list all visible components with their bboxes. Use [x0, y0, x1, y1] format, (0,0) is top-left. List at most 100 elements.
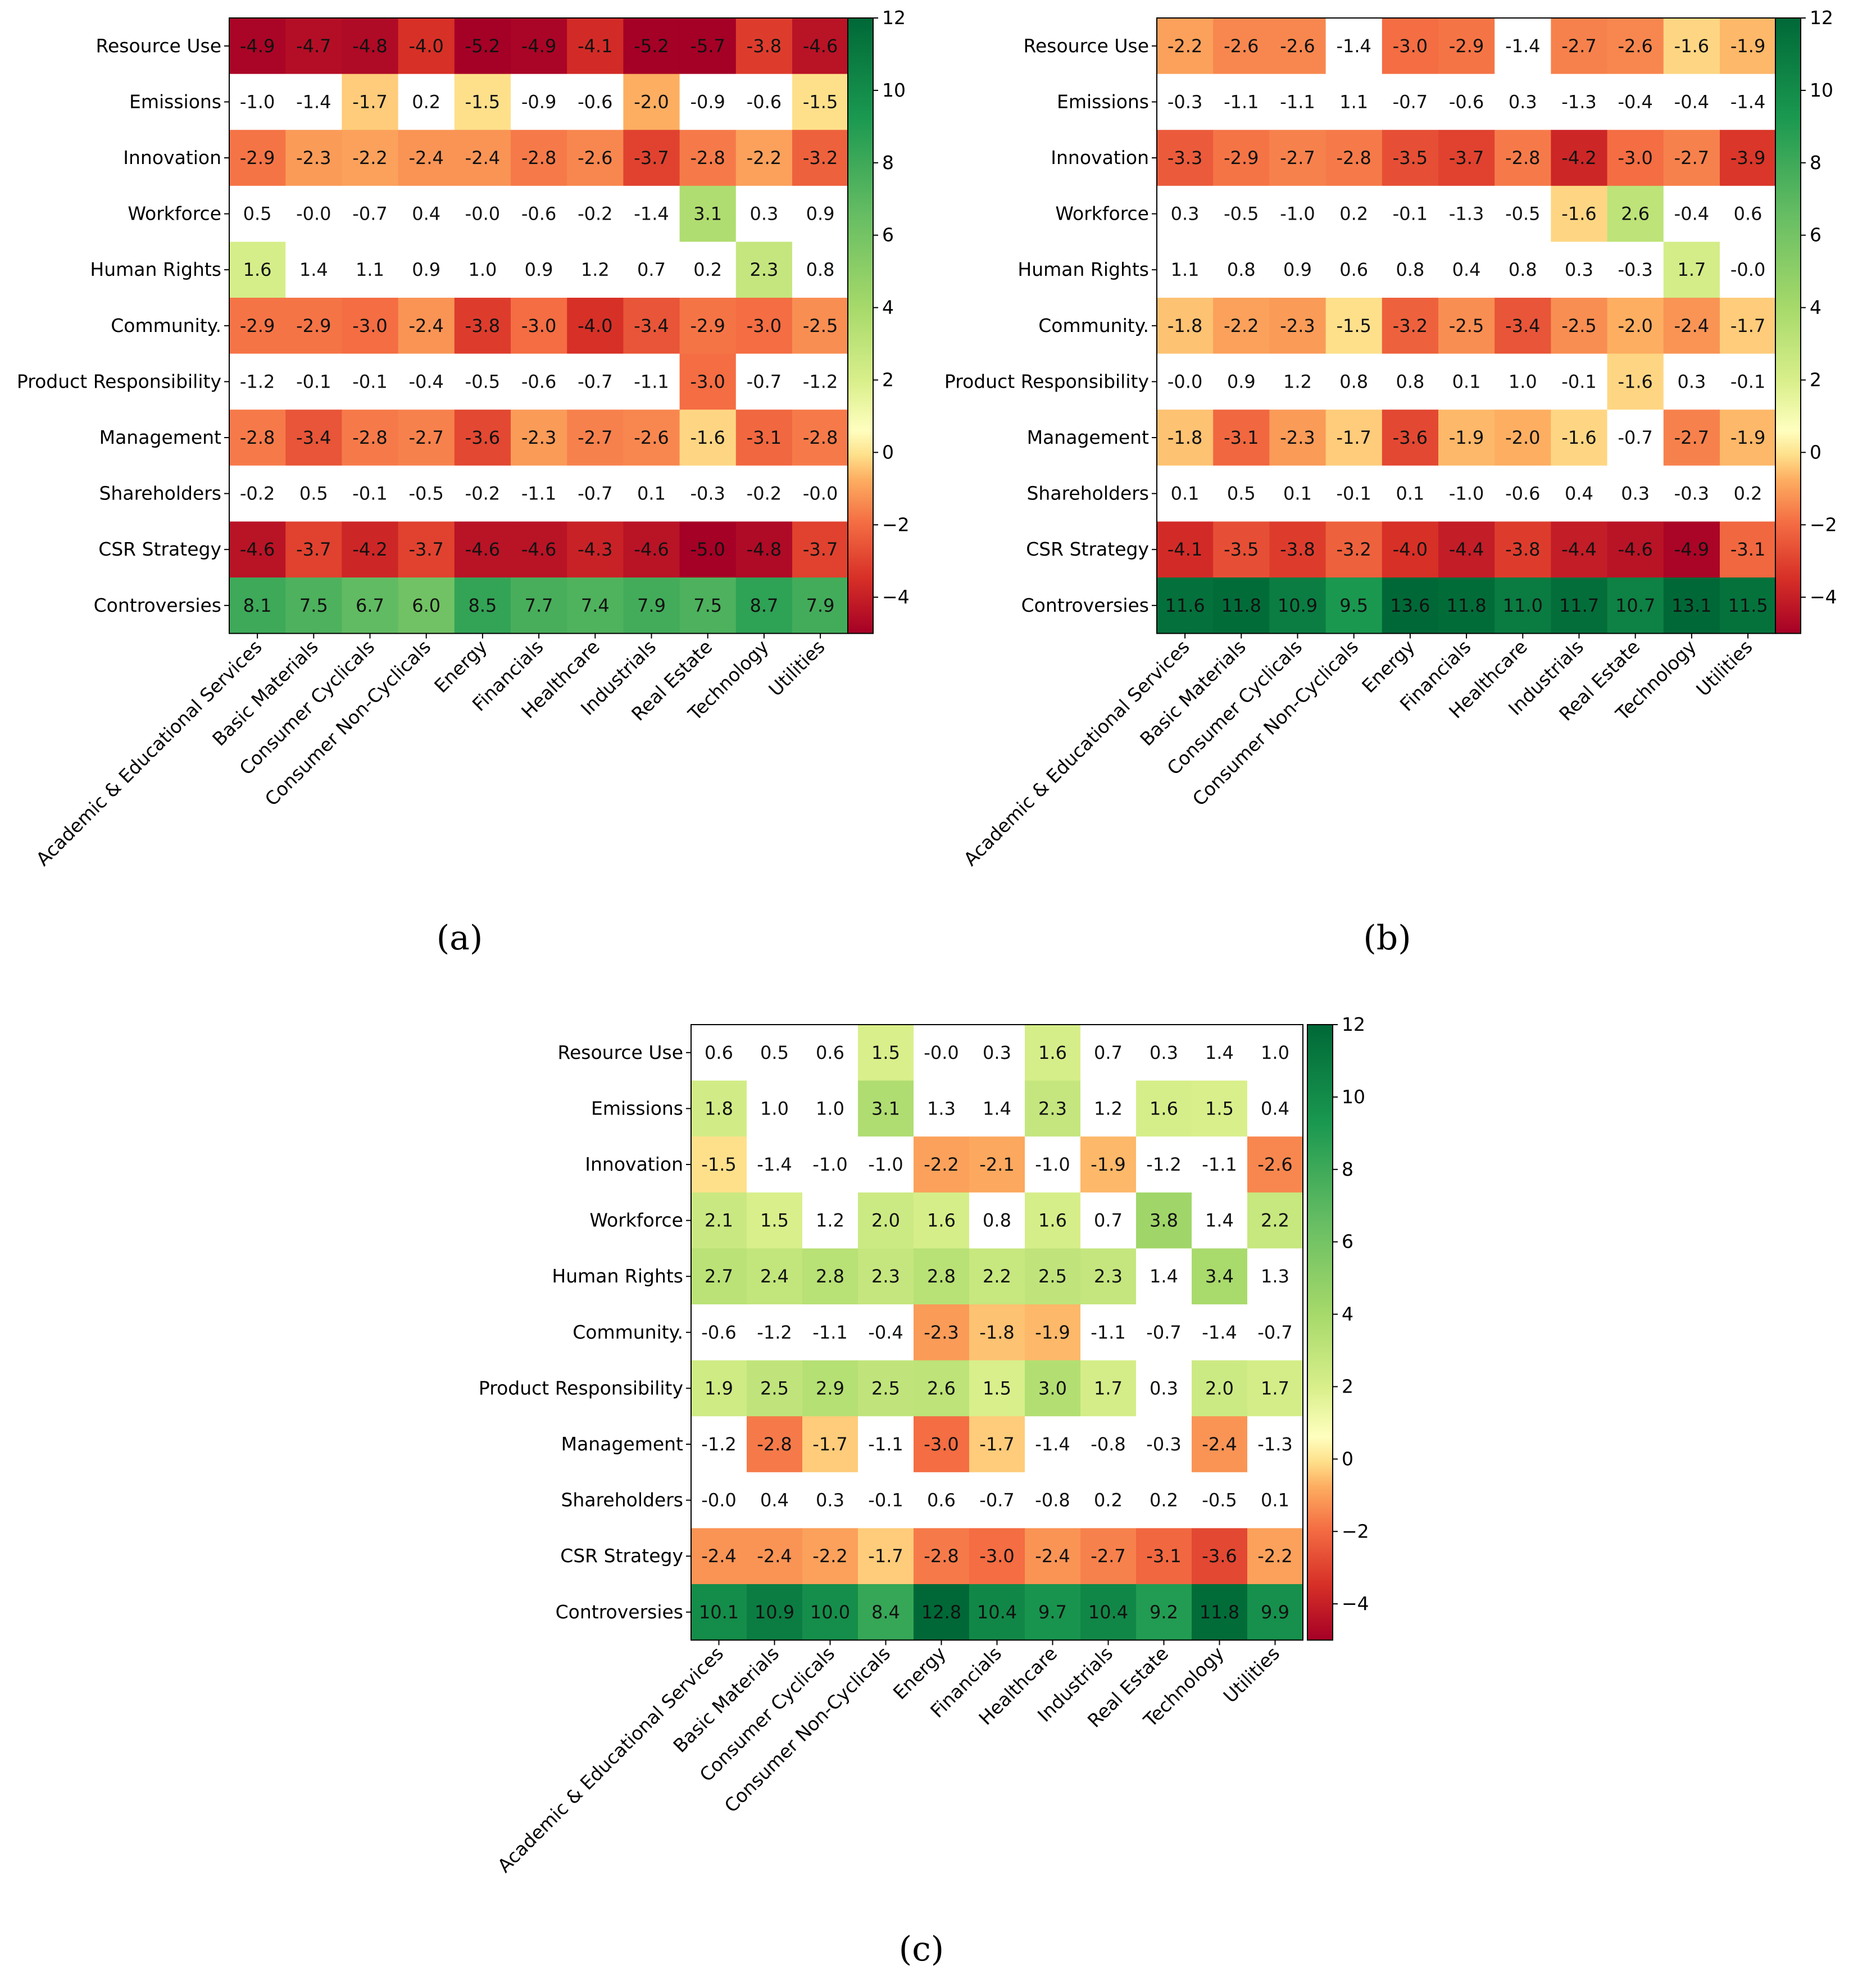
cell-value-label: 7.9: [637, 595, 666, 616]
heatmap-cell: [1025, 1584, 1081, 1641]
row-label: Human Rights: [1017, 258, 1149, 280]
heatmap-cell: [1494, 130, 1551, 186]
heatmap-cell: [691, 1416, 747, 1473]
row-label: Management: [1027, 426, 1149, 448]
heatmap-cell: [1025, 1360, 1081, 1417]
cell-value-label: -0.4: [408, 371, 443, 392]
heatmap-cell: [1382, 577, 1439, 634]
heatmap-cell: [1325, 242, 1383, 298]
cell-value-label: 1.3: [927, 1098, 956, 1119]
cell-value-label: -0.1: [868, 1490, 903, 1511]
cell-value-label: -1.1: [868, 1434, 903, 1455]
row-label: Controversies: [556, 1601, 683, 1623]
cell-value-label: -2.4: [408, 315, 443, 336]
heatmap-cell: [398, 18, 455, 75]
cell-value-label: 1.4: [983, 1098, 1011, 1119]
heatmap-cell: [1136, 1360, 1192, 1417]
row-label: Resource Use: [1024, 35, 1149, 57]
cell-value-label: -1.0: [1449, 483, 1484, 504]
heatmap-cell: [1607, 74, 1664, 130]
colorbar-tick-label: 6: [1810, 224, 1821, 246]
cell-value-label: 9.5: [1339, 595, 1368, 616]
colorbar: [847, 17, 874, 634]
heatmap-cell: [1157, 185, 1214, 242]
heatmap-cell: [914, 1136, 970, 1193]
heatmap-cell: [398, 353, 455, 410]
heatmap-cell: [1325, 18, 1383, 75]
heatmap-cell: [792, 465, 849, 522]
cell-value-label: -1.5: [803, 91, 838, 112]
cell-value-label: 2.5: [1038, 1266, 1067, 1287]
colorbar-tick-label: 12: [882, 7, 906, 29]
cell-value-label: 0.8: [806, 259, 835, 280]
heatmap-cell: [1269, 465, 1327, 522]
cell-value-label: -2.7: [408, 427, 443, 448]
cell-value-label: -0.5: [408, 483, 443, 504]
cell-value-label: -2.0: [634, 91, 669, 112]
heatmap-cell: [1663, 521, 1720, 578]
cell-value-label: 0.3: [1621, 483, 1650, 504]
cell-value-label: -0.8: [1091, 1434, 1125, 1455]
heatmap-cell: [679, 242, 737, 298]
cell-value-label: 10.9: [755, 1602, 794, 1623]
cell-value-label: -3.8: [1505, 539, 1540, 560]
heatmap-cell: [1192, 1192, 1248, 1249]
colorbar-tick-label: 2: [1810, 369, 1821, 390]
heatmap-cell: [1025, 1472, 1081, 1528]
heatmap-cell: [858, 1584, 914, 1641]
cell-value-label: -1.0: [1280, 203, 1315, 225]
heatmap-cell: [229, 242, 286, 298]
cell-value-label: 0.7: [1094, 1042, 1123, 1063]
heatmap-cell: [229, 130, 286, 186]
cell-value-label: 7.4: [581, 595, 610, 616]
cell-value-label: -4.6: [521, 539, 556, 560]
cell-value-label: -3.1: [1730, 539, 1765, 560]
cell-value-label: 1.2: [581, 259, 610, 280]
heatmap-cell: [1025, 1248, 1081, 1305]
heatmap-cell: [623, 465, 680, 522]
cell-value-label: 0.3: [1150, 1042, 1178, 1063]
cell-value-label: -3.2: [1336, 539, 1371, 560]
cell-value-label: 0.5: [760, 1042, 789, 1063]
colorbar-tick-label: 6: [882, 224, 894, 246]
cell-value-label: 2.2: [983, 1266, 1011, 1287]
cell-value-label: -5.2: [465, 35, 500, 57]
heatmap-cell: [1080, 1360, 1137, 1417]
heatmap-cell: [802, 1360, 858, 1417]
heatmap-cell: [285, 577, 342, 634]
heatmap-cell: [1382, 410, 1439, 466]
cell-value-label: -4.7: [296, 35, 331, 57]
heatmap-cell: [1080, 1416, 1137, 1473]
heatmap-cell: [1663, 242, 1720, 298]
column-label: Utilities: [1219, 1643, 1284, 1707]
cell-value-label: -3.7: [1449, 147, 1484, 169]
cell-value-label: -2.3: [924, 1322, 958, 1343]
heatmap-cell: [747, 1416, 803, 1473]
cell-value-label: 7.5: [299, 595, 328, 616]
heatmap-cell: [792, 18, 849, 75]
cell-value-label: -2.3: [1280, 315, 1315, 336]
heatmap-cell: [1382, 353, 1439, 410]
cell-value-label: -3.0: [747, 315, 782, 336]
cell-value-label: -2.5: [1561, 315, 1596, 336]
heatmap-cell: [747, 1136, 803, 1193]
cell-value-label: -3.0: [521, 315, 556, 336]
cell-value-label: 1.1: [1171, 259, 1200, 280]
heatmap-cell: [1607, 521, 1664, 578]
heatmap-cell: [623, 298, 680, 354]
cell-value-label: -1.2: [240, 371, 275, 392]
heatmap-cell: [1720, 577, 1777, 634]
cell-value-label: -1.5: [465, 91, 500, 112]
heatmap-cell: [735, 410, 793, 466]
heatmap-cell: [747, 1080, 803, 1137]
cell-value-label: 6.7: [356, 595, 384, 616]
cell-value-label: 0.9: [1227, 371, 1256, 392]
cell-value-label: -2.9: [1224, 147, 1259, 169]
cell-value-label: -1.6: [1561, 203, 1596, 225]
cell-value-label: -4.6: [465, 539, 500, 560]
cell-value-label: -1.4: [1035, 1434, 1070, 1455]
cell-value-label: -5.0: [690, 539, 725, 560]
heatmap-cell: [285, 185, 342, 242]
heatmap-cell: [342, 185, 399, 242]
heatmap-cell: [1325, 353, 1383, 410]
